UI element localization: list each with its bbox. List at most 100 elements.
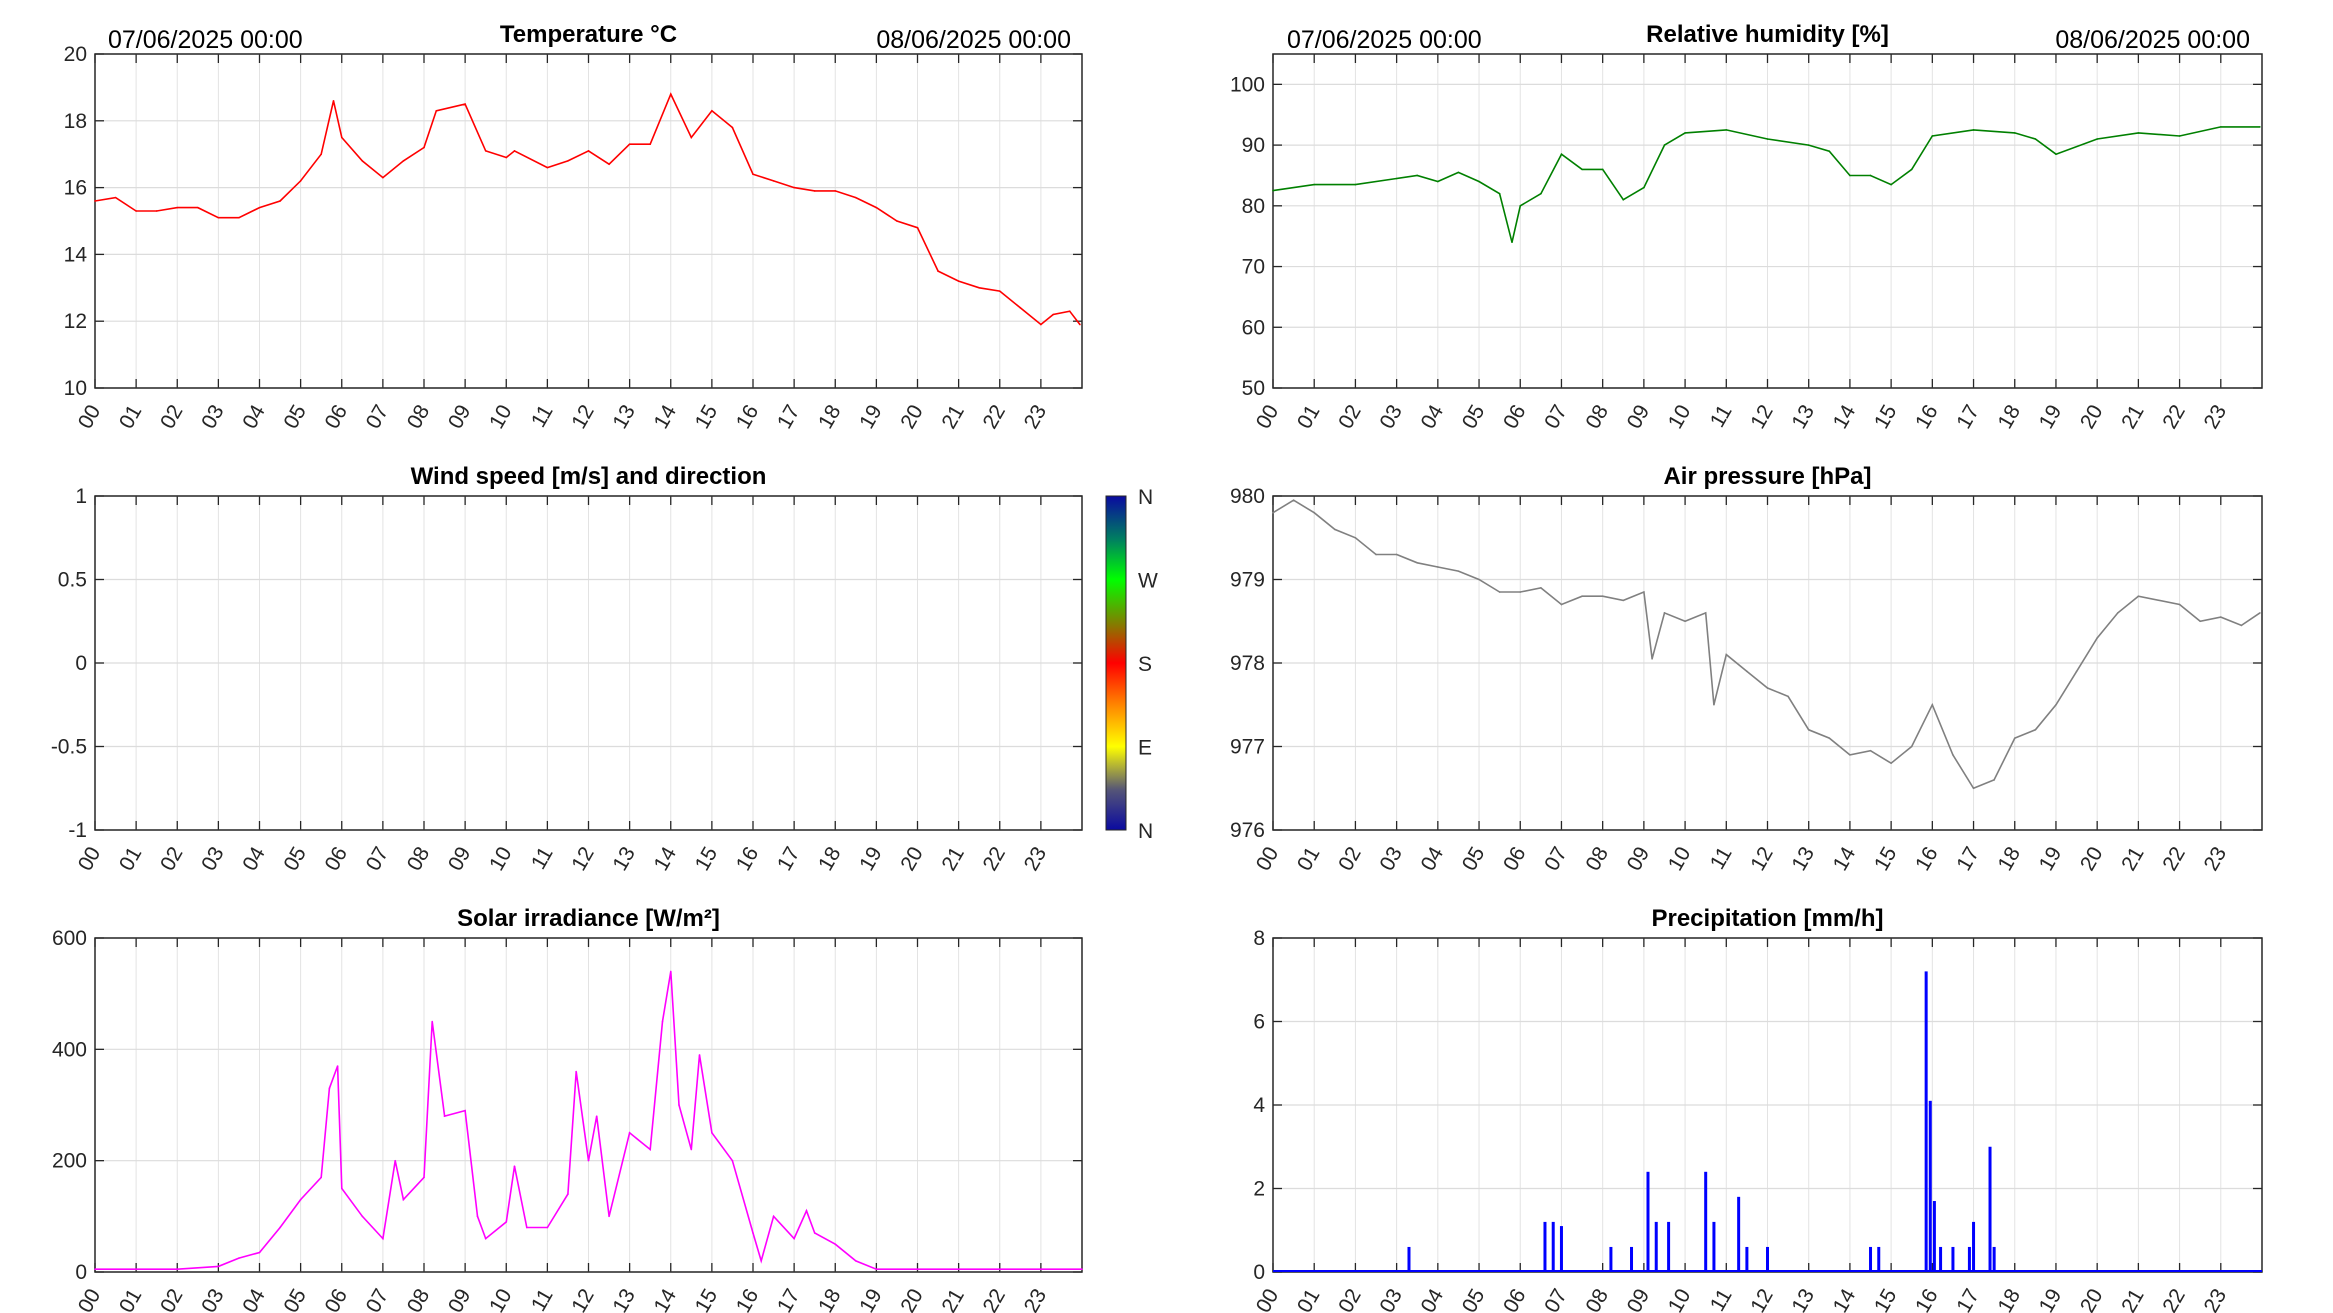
- y-tick-label: 18: [64, 110, 87, 133]
- x-tick-label: 14: [649, 401, 681, 433]
- x-tick-label: 15: [1870, 1285, 1902, 1313]
- precipitation-bar: [1928, 1100, 1932, 1272]
- x-tick-label: 17: [773, 843, 805, 875]
- wind-panel: 00 01 02 03 04 05 06 07 08 09 10 11 12 13 14 15 16 17 18 19…: [51, 463, 1158, 875]
- temperature-data-point: [916, 226, 919, 229]
- pressure-data-point: [1746, 670, 1748, 673]
- x-tick-label: 04: [238, 843, 270, 875]
- solar-data-point: [402, 1198, 405, 1201]
- pressure-data-point: [1334, 528, 1336, 531]
- y-tick-label: 400: [52, 1038, 87, 1061]
- x-tick-label: 02: [156, 1285, 188, 1313]
- humidity-data-point: [1931, 135, 1934, 137]
- x-tick-label: 12: [1746, 401, 1778, 433]
- x-tick-label: 04: [1417, 401, 1449, 433]
- pressure-data-point: [1910, 745, 1913, 748]
- pressure-data-point: [1581, 595, 1583, 597]
- solar-data-point: [505, 1221, 508, 1223]
- pressure-data-point: [1601, 595, 1604, 597]
- x-tick-label: 04: [238, 401, 270, 433]
- x-tick-label: 07: [362, 1285, 394, 1313]
- precipitation-bar: [1877, 1246, 1881, 1272]
- x-tick-label: 20: [896, 1285, 928, 1313]
- x-tick-label: 06: [1499, 843, 1531, 875]
- y-tick-label: 10: [64, 377, 87, 400]
- y-tick-label: 0: [75, 1261, 87, 1284]
- x-tick-label: 06: [1499, 401, 1531, 433]
- colorbar-label: S: [1138, 653, 1152, 676]
- temperature-data-point: [382, 176, 384, 179]
- x-tick-label: 18: [1993, 401, 2025, 433]
- solar-data-point: [661, 1020, 664, 1023]
- x-tick-label: 23: [2200, 1285, 2232, 1313]
- x-tick-label: 02: [1334, 843, 1366, 875]
- y-tick-label: 100: [1230, 73, 1265, 96]
- temperature-data-point: [238, 216, 240, 219]
- x-tick-label: 05: [1458, 843, 1490, 875]
- pressure-data-point: [1725, 653, 1728, 656]
- x-tick-label: 22: [978, 1285, 1010, 1313]
- pressure-data-point: [1643, 591, 1645, 593]
- y-tick-label: 12: [64, 310, 87, 333]
- x-tick-label: 22: [2158, 1285, 2190, 1313]
- solar-data-point: [94, 1268, 96, 1271]
- solar-data-point: [855, 1260, 857, 1262]
- x-tick-label: 05: [279, 843, 311, 875]
- x-tick-label: 18: [1993, 843, 2025, 875]
- x-tick-label: 01: [1293, 843, 1325, 875]
- precipitation-bar: [1630, 1246, 1634, 1272]
- x-tick-label: 19: [855, 843, 887, 875]
- temperature-data-point: [279, 200, 281, 202]
- pressure-data-point: [1684, 620, 1686, 623]
- x-tick-label: 10: [485, 843, 517, 875]
- x-tick-label: 20: [896, 401, 928, 433]
- solar-data-point: [813, 1232, 816, 1234]
- pressure-data-point: [1807, 729, 1810, 731]
- humidity-data-point: [1498, 192, 1501, 195]
- y-tick-label: 14: [64, 243, 88, 266]
- x-tick-label: 00: [1252, 843, 1284, 875]
- humidity-data-point: [1313, 183, 1316, 186]
- x-tick-label: 17: [773, 401, 805, 433]
- pressure-data-point: [2219, 616, 2222, 618]
- x-tick-label: 04: [1417, 1285, 1449, 1313]
- pressure-data-point: [1713, 703, 1715, 706]
- pressure-data-point: [1272, 511, 1274, 514]
- solar-data-point: [238, 1257, 240, 1259]
- x-tick-label: 20: [896, 843, 928, 875]
- temperature-data-point: [772, 180, 775, 182]
- x-tick-label: 08: [403, 1285, 435, 1313]
- y-tick-label: 16: [64, 177, 87, 200]
- x-tick-label: 10: [485, 1285, 517, 1313]
- x-tick-label: 14: [1829, 843, 1861, 875]
- humidity-data-point: [1511, 241, 1513, 244]
- colorbar-label: N: [1138, 820, 1153, 843]
- solar-data-point: [464, 1109, 466, 1112]
- pressure-data-point: [1766, 687, 1769, 689]
- x-tick-label: 14: [649, 843, 681, 875]
- pressure-data-point: [2075, 670, 2078, 673]
- pressure-data-point: [1354, 536, 1357, 539]
- pressure-data-point: [1395, 553, 1398, 556]
- solar-data-point: [678, 1104, 680, 1106]
- x-tick-label: 11: [1706, 1285, 1737, 1313]
- y-tick-label: 8: [1253, 927, 1265, 950]
- y-tick-label: 70: [1242, 256, 1265, 279]
- x-tick-label: 03: [197, 1285, 229, 1313]
- x-tick-label: 19: [855, 401, 887, 433]
- temperature-data-point: [649, 143, 651, 145]
- x-tick-label: 09: [444, 401, 476, 433]
- humidity-data-point: [1725, 129, 1728, 131]
- humidity-data-point: [1643, 186, 1645, 189]
- x-tick-label: 10: [1664, 843, 1696, 875]
- temperature-data-point: [94, 200, 96, 202]
- x-tick-label: 21: [937, 1285, 969, 1313]
- pressure-data-point: [1622, 599, 1625, 602]
- temperature-data-point: [546, 166, 549, 169]
- y-tick-label: 200: [52, 1150, 87, 1173]
- temperature-data-point: [423, 146, 425, 149]
- start-date-right: 07/06/2025 00:00: [1287, 26, 1482, 54]
- humidity-data-point: [2137, 132, 2140, 134]
- humidity-data-point: [1354, 183, 1357, 186]
